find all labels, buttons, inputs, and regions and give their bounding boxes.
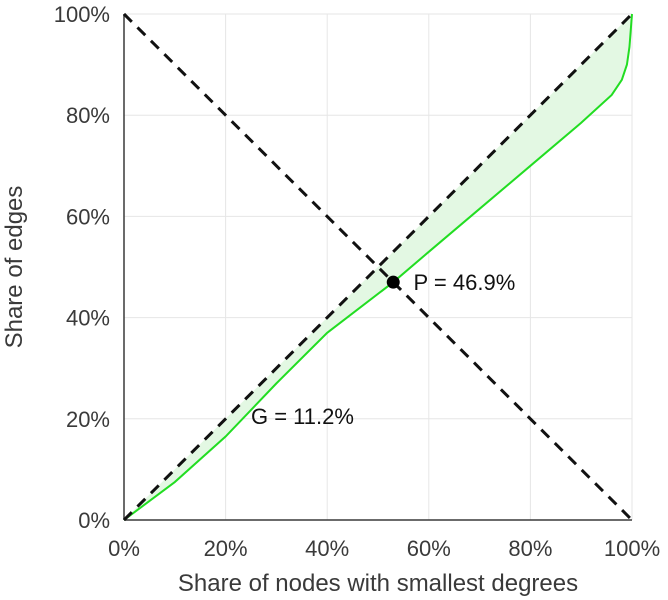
- y-tick-label-3: 60%: [66, 204, 110, 229]
- y-tick-labels: 0% 20% 40% 60% 80% 100%: [54, 2, 110, 533]
- x-tick-label-3: 60%: [407, 536, 451, 561]
- y-tick-label-2: 40%: [66, 306, 110, 331]
- x-tick-label-4: 80%: [508, 536, 552, 561]
- x-tick-labels: 0% 20% 40% 60% 80% 100%: [108, 536, 660, 561]
- y-tick-label-1: 20%: [66, 407, 110, 432]
- series-anti-diagonal: [122, 12, 634, 522]
- y-tick-label-4: 80%: [66, 103, 110, 128]
- series-layer: [122, 12, 634, 522]
- pietra-annotation: P = 46.9%: [414, 270, 516, 295]
- x-tick-label-5: 100%: [604, 536, 660, 561]
- series-equality-line: [122, 12, 634, 522]
- series-lorenz-curve: [123, 13, 633, 521]
- y-tick-label-0: 0%: [78, 508, 110, 533]
- gini-annotation: G = 11.2%: [251, 404, 354, 429]
- x-tick-label-2: 40%: [305, 536, 349, 561]
- x-tick-label-0: 0%: [108, 536, 140, 561]
- grid: [124, 13, 633, 520]
- y-axis-label: Share of edges: [1, 186, 28, 349]
- x-axis-label: Share of nodes with smallest degrees: [178, 570, 578, 597]
- y-tick-label-5: 100%: [54, 2, 110, 27]
- x-tick-label-1: 20%: [204, 536, 248, 561]
- pietra-point-marker: [386, 275, 400, 289]
